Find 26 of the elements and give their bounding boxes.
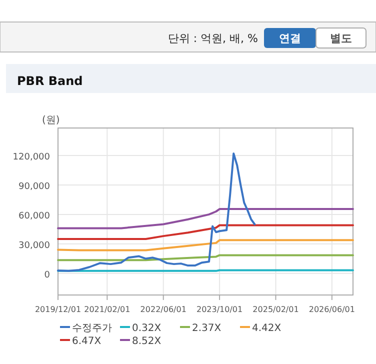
legend-label: 수정주가 [72, 323, 112, 334]
y-tick-label: 30,000 [18, 240, 50, 251]
line-series [57, 208, 354, 230]
y-tick-label: 90,000 [18, 182, 50, 192]
text: 연결 [279, 32, 301, 45]
line-series [57, 152, 256, 272]
legend-label: 2.37X [192, 323, 222, 334]
x-tick-label: 2019/12/01 [34, 305, 82, 314]
chart-title: PBR Band [17, 74, 83, 88]
y-tick-label: 0 [44, 270, 50, 280]
legend-label: 8.52X [132, 336, 162, 347]
text: 별도 [330, 32, 352, 45]
x-tick-label: 2025/02/01 [252, 305, 299, 314]
legend-label: 0.32X [132, 323, 162, 334]
y-axis-title: (원) [42, 115, 60, 126]
x-tick-label: 2023/10/01 [196, 305, 243, 314]
text: 단위 : 억원, 배, % [168, 32, 258, 45]
y-tick-label: 60,000 [18, 211, 50, 222]
x-tick-label: 2026/06/01 [308, 305, 355, 314]
legend-label: 4.42X [252, 323, 282, 334]
y-tick-label: 120,000 [12, 152, 50, 163]
x-tick-label: 2021/02/01 [84, 305, 130, 314]
legend-label: 6.47X [72, 336, 102, 347]
line-series [57, 239, 354, 252]
x-tick-label: 2022/06/01 [140, 305, 186, 314]
line-series [57, 224, 354, 240]
